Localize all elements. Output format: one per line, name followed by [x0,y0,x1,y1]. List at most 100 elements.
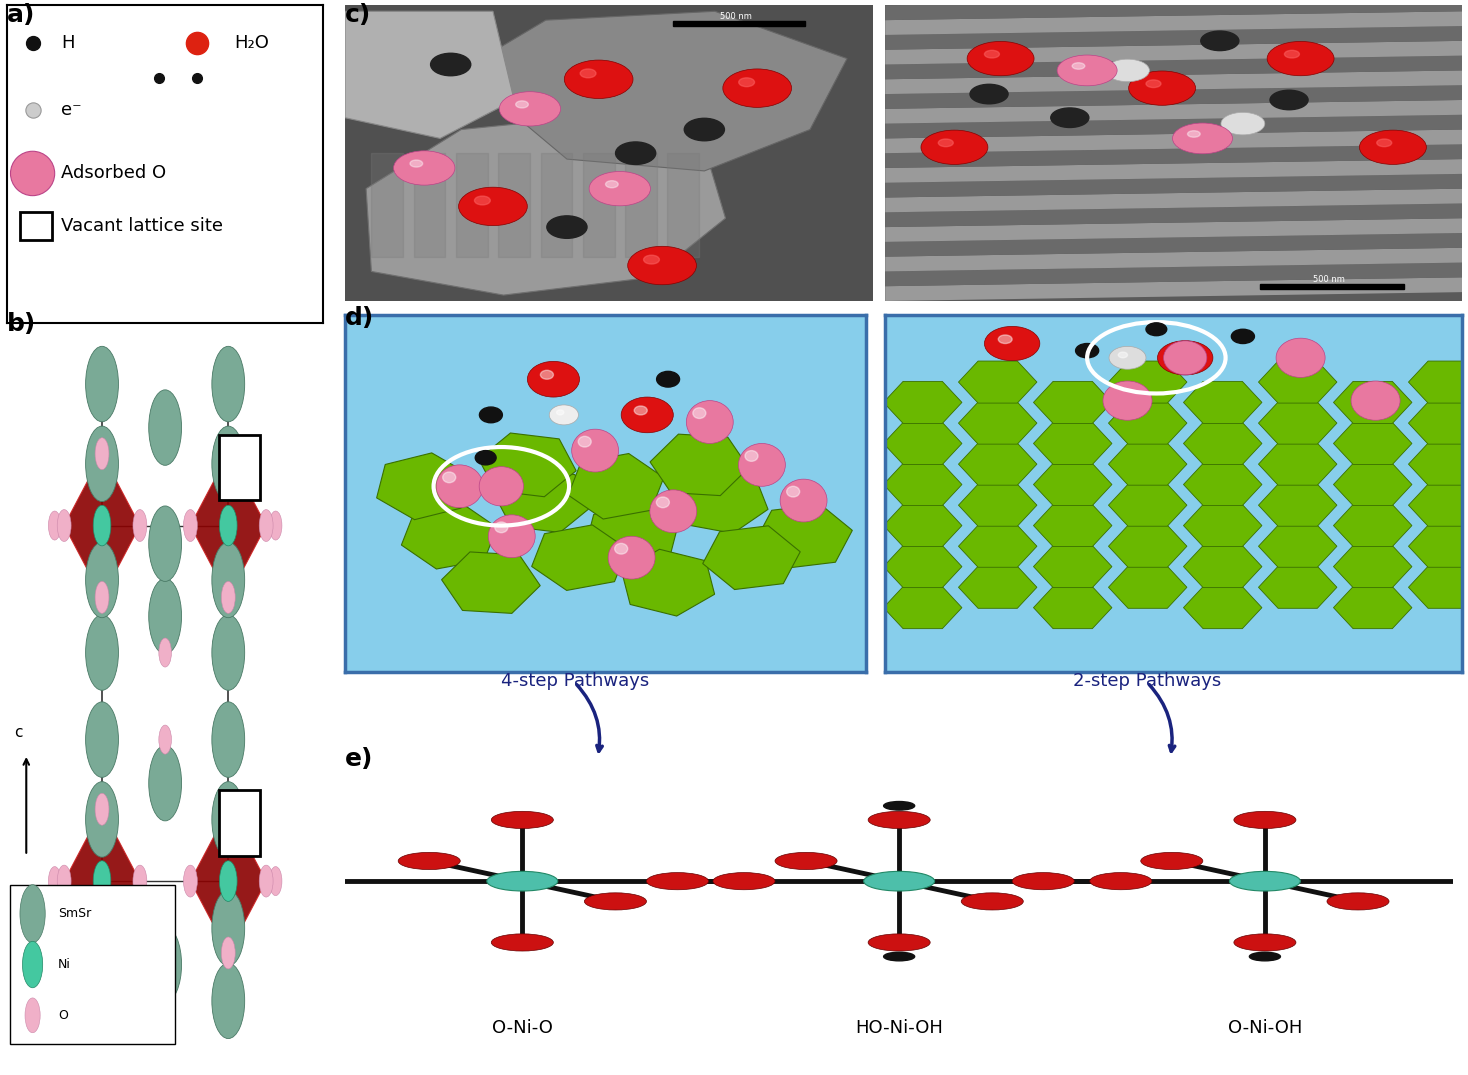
Circle shape [148,390,182,465]
Polygon shape [885,262,1462,286]
Polygon shape [884,382,962,424]
Circle shape [211,890,245,966]
Polygon shape [885,115,1462,139]
Polygon shape [885,159,1462,183]
Polygon shape [479,433,575,497]
Polygon shape [959,402,1036,444]
Circle shape [1235,812,1296,829]
Text: c): c) [345,3,371,27]
Circle shape [211,426,245,502]
Polygon shape [755,504,853,568]
Polygon shape [1033,382,1111,424]
Text: a: a [76,1033,87,1048]
Polygon shape [586,503,678,570]
Polygon shape [191,454,266,598]
Circle shape [1284,51,1299,58]
Circle shape [159,987,172,1015]
Polygon shape [1108,402,1188,444]
Polygon shape [885,174,1462,198]
Polygon shape [885,129,1462,153]
Circle shape [868,934,931,951]
Circle shape [211,963,245,1038]
Circle shape [646,873,709,890]
Circle shape [499,91,561,126]
Circle shape [1147,322,1167,335]
Polygon shape [885,144,1462,168]
Circle shape [222,582,235,614]
Circle shape [25,998,40,1033]
Text: 4-step Pathways: 4-step Pathways [501,672,649,690]
Circle shape [584,893,646,909]
Text: e): e) [345,747,373,771]
Bar [672,20,804,26]
Polygon shape [1108,567,1188,608]
Polygon shape [885,218,1462,242]
Bar [10,885,175,1045]
Ellipse shape [578,436,592,447]
Circle shape [938,139,953,146]
Circle shape [219,505,238,546]
Bar [668,153,699,257]
Circle shape [515,101,528,108]
Polygon shape [1408,567,1468,608]
Polygon shape [442,551,540,614]
Circle shape [1119,353,1127,358]
Polygon shape [1333,546,1412,588]
Bar [583,153,615,257]
Circle shape [269,511,282,540]
Polygon shape [1108,526,1188,568]
Circle shape [628,246,696,285]
Polygon shape [885,11,1462,34]
Circle shape [985,51,1000,58]
Circle shape [920,130,988,164]
Circle shape [1188,131,1201,138]
Circle shape [92,505,112,546]
Circle shape [527,361,580,397]
Circle shape [57,865,70,897]
Circle shape [1201,31,1239,51]
Circle shape [985,327,1039,360]
Circle shape [1359,130,1427,164]
Ellipse shape [495,522,508,533]
Circle shape [634,406,647,415]
Circle shape [476,450,496,464]
Bar [625,153,656,257]
Text: b): b) [7,312,37,335]
Circle shape [211,782,245,857]
Polygon shape [1258,567,1337,608]
Circle shape [548,216,587,239]
Polygon shape [65,454,139,598]
Circle shape [480,407,502,422]
Polygon shape [495,469,592,532]
Ellipse shape [1351,381,1400,420]
Polygon shape [1333,422,1412,464]
Polygon shape [959,443,1036,485]
Text: c: c [13,725,22,740]
Circle shape [148,506,182,582]
Polygon shape [1108,484,1188,527]
Circle shape [85,346,119,421]
Circle shape [184,865,197,897]
Circle shape [1147,80,1161,87]
Polygon shape [1258,526,1337,568]
Ellipse shape [693,407,706,418]
Circle shape [580,69,596,77]
Circle shape [85,426,119,502]
Circle shape [159,725,172,755]
Ellipse shape [608,536,655,579]
Bar [21,212,51,240]
Circle shape [57,510,70,542]
Ellipse shape [687,401,733,444]
Polygon shape [884,546,962,588]
Polygon shape [461,11,847,171]
Bar [457,153,487,257]
Ellipse shape [571,429,618,472]
Polygon shape [621,549,715,616]
Circle shape [211,542,245,618]
Circle shape [398,852,461,870]
Polygon shape [885,85,1462,109]
Polygon shape [1258,361,1337,403]
Polygon shape [885,26,1462,49]
Circle shape [492,812,553,829]
Polygon shape [1108,361,1188,403]
